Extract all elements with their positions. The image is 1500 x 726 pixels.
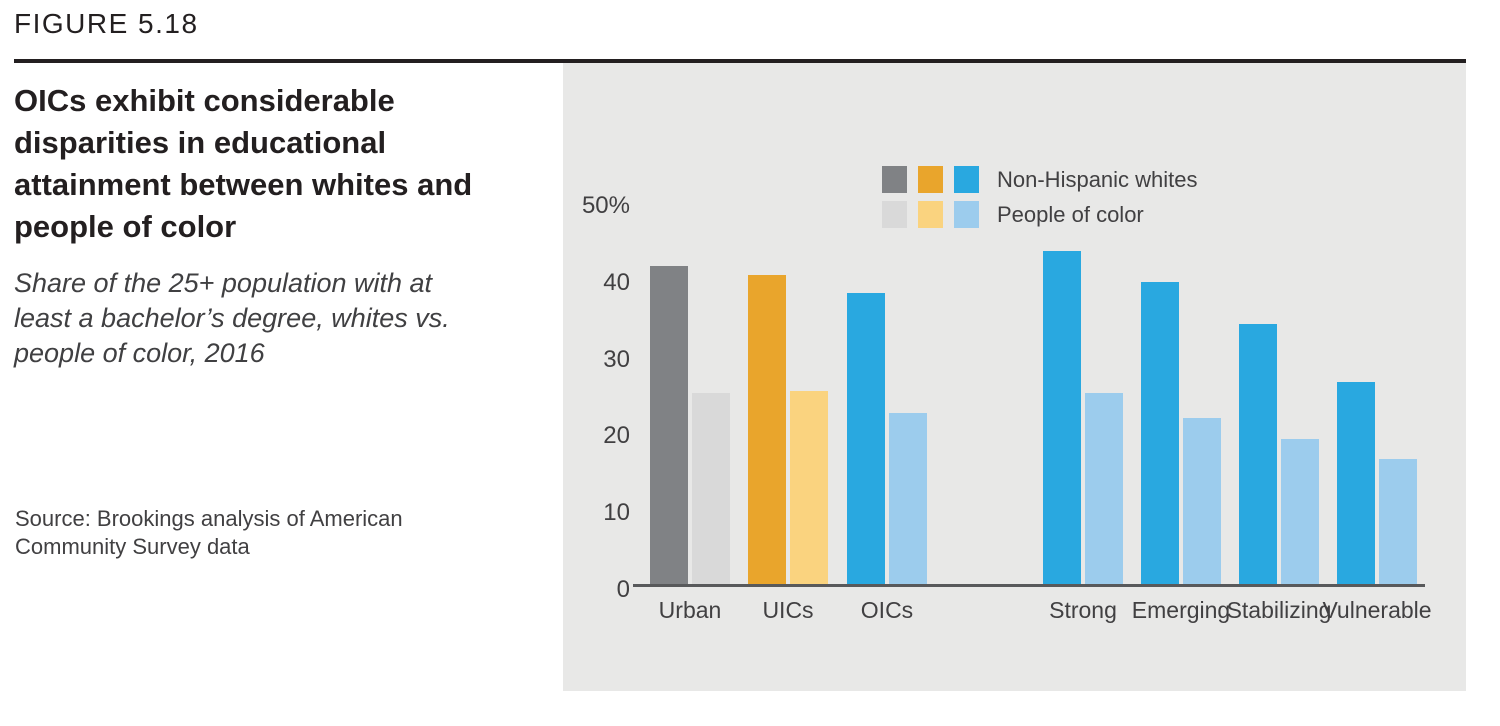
bar-emerging-people-of-color — [1183, 417, 1221, 585]
legend-label: People of color — [997, 201, 1144, 227]
legend-swatch-icon — [954, 166, 979, 193]
bar-uics-whites — [748, 274, 786, 585]
y-axis-tick-10: 10 — [603, 499, 630, 527]
bar-stabilizing-whites — [1239, 323, 1277, 585]
bar-oics-people-of-color — [889, 413, 927, 585]
chart-subtitle: Share of the 25+ population with at leas… — [14, 268, 450, 368]
x-axis-label-uics: UICs — [762, 597, 814, 623]
x-axis-line — [633, 584, 1425, 587]
y-axis-tick-50: 50% — [581, 192, 630, 219]
x-axis-label-vulnerable: Vulnerable — [1322, 597, 1432, 623]
y-axis-tick-0: 0 — [616, 576, 630, 603]
legend: Non-Hispanic whites People of color — [882, 166, 1198, 228]
source-note: Source: Brookings analysis of American C… — [15, 506, 403, 559]
bar-urban-people-of-color — [692, 392, 730, 585]
chart-panel: Non-Hispanic whites People of color Urban… — [563, 63, 1466, 691]
legend-swatch-icon — [918, 166, 943, 193]
x-axis-label-oics: OICs — [860, 597, 914, 623]
bar-stabilizing-people-of-color — [1281, 438, 1319, 585]
legend-row: People of color — [882, 201, 1198, 228]
legend-swatch-icon — [954, 201, 979, 228]
bar-vulnerable-people-of-color — [1379, 458, 1417, 585]
bar-strong-people-of-color — [1085, 393, 1123, 585]
x-axis-label-strong: Strong — [1049, 597, 1117, 623]
bar-vulnerable-whites — [1337, 381, 1375, 585]
legend-row: Non-Hispanic whites — [882, 166, 1198, 193]
y-axis-tick-20: 20 — [603, 422, 630, 450]
x-axis-label-emerging: Emerging — [1131, 597, 1231, 623]
header-rule — [14, 59, 1466, 63]
legend-swatch-icon — [882, 166, 907, 193]
bar-urban-whites — [650, 266, 688, 585]
legend-label: Non-Hispanic whites — [997, 166, 1198, 192]
bar-emerging-whites — [1141, 282, 1179, 585]
x-axis-label-stabilizing: Stabilizing — [1226, 597, 1332, 623]
legend-swatch-icon — [918, 201, 943, 228]
chart-title: OICs exhibit considerable disparities in… — [14, 83, 473, 244]
bar-uics-people-of-color — [790, 390, 828, 585]
figure-label: FIGURE 5.18 — [14, 8, 199, 39]
y-axis-tick-40: 40 — [603, 268, 630, 296]
bar-strong-whites — [1043, 250, 1081, 585]
legend-swatch-icon — [882, 201, 907, 228]
x-axis-label-urban: Urban — [658, 597, 722, 623]
y-axis-tick-30: 30 — [603, 345, 630, 373]
bar-oics-whites — [847, 293, 885, 585]
